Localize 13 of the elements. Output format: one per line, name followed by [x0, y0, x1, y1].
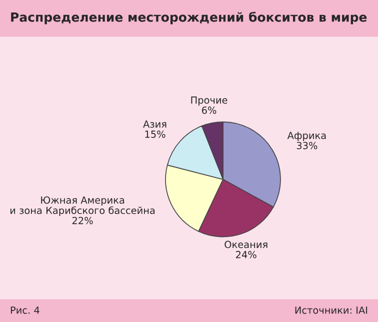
slice-label: Африка: [287, 132, 326, 141]
chart-title: Распределение месторождений бокситов в мире: [11, 12, 367, 24]
data-label: 22%: [72, 216, 93, 224]
slice-label: Прочие: [191, 96, 228, 106]
slice-label: Океания: [224, 240, 268, 248]
data-label: 24%: [236, 250, 256, 258]
slice-label: Азия: [143, 120, 166, 128]
text: Рис. 4: [10, 306, 40, 314]
data-label: 6%: [202, 106, 216, 114]
data-label: 33%: [296, 142, 318, 150]
text: Источники: IAI: [295, 306, 368, 314]
data-label: 15%: [145, 130, 166, 138]
slice-label: Южная Америка и зона Карибского бассейна: [10, 196, 155, 216]
